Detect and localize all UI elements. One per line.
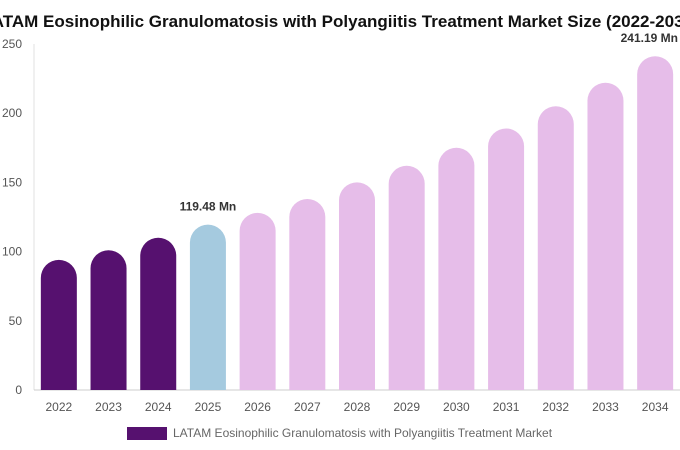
x-tick-label: 2032 [542, 400, 569, 414]
bar-2022 [40, 259, 77, 390]
x-tick-label: 2024 [145, 400, 172, 414]
bar-2023 [90, 250, 127, 390]
x-tick-label: 2023 [95, 400, 122, 414]
bar-2032 [537, 106, 574, 390]
legend-label: LATAM Eosinophilic Granulomatosis with P… [173, 426, 553, 440]
x-tick-label: 2028 [344, 400, 371, 414]
data-label: 241.19 Mn [621, 31, 678, 45]
y-tick-label: 50 [9, 314, 23, 328]
y-tick-label: 200 [2, 106, 22, 120]
x-tick-label: 2025 [195, 400, 222, 414]
bar-2029 [388, 165, 425, 390]
bar-2024 [140, 237, 177, 390]
bar-2028 [339, 182, 375, 390]
bar-2026 [239, 212, 276, 390]
x-axis-ticks: 2022 2023 2024 2025 2026 2027 2028 2029 2030 2031… [45, 400, 668, 414]
bar-2025 [189, 224, 226, 390]
bar-2030 [438, 147, 475, 390]
bar-2034 [637, 56, 674, 390]
x-tick-label: 2031 [493, 400, 520, 414]
x-tick-label: 2026 [244, 400, 271, 414]
bars [40, 56, 674, 390]
chart-title: LATAM Eosinophilic Granulomatosis with P… [0, 12, 680, 31]
legend-swatch [127, 427, 167, 440]
legend: LATAM Eosinophilic Granulomatosis with P… [127, 426, 553, 440]
x-tick-label: 2029 [393, 400, 420, 414]
x-tick-label: 2030 [443, 400, 470, 414]
y-tick-label: 100 [2, 245, 22, 259]
bar-2027 [289, 199, 326, 390]
y-tick-label: 250 [2, 37, 22, 51]
bar-2031 [488, 128, 525, 390]
y-axis-ticks: 0 50 100 150 200 250 [2, 37, 22, 397]
x-tick-label: 2027 [294, 400, 321, 414]
x-tick-label: 2022 [45, 400, 72, 414]
y-tick-label: 0 [15, 383, 22, 397]
y-tick-label: 150 [2, 175, 22, 189]
data-labels: 119.48 Mn 241.19 Mn [180, 31, 678, 213]
data-label: 119.48 Mn [180, 200, 237, 214]
x-tick-label: 2034 [642, 400, 669, 414]
bar-2033 [587, 82, 624, 390]
x-tick-label: 2033 [592, 400, 619, 414]
